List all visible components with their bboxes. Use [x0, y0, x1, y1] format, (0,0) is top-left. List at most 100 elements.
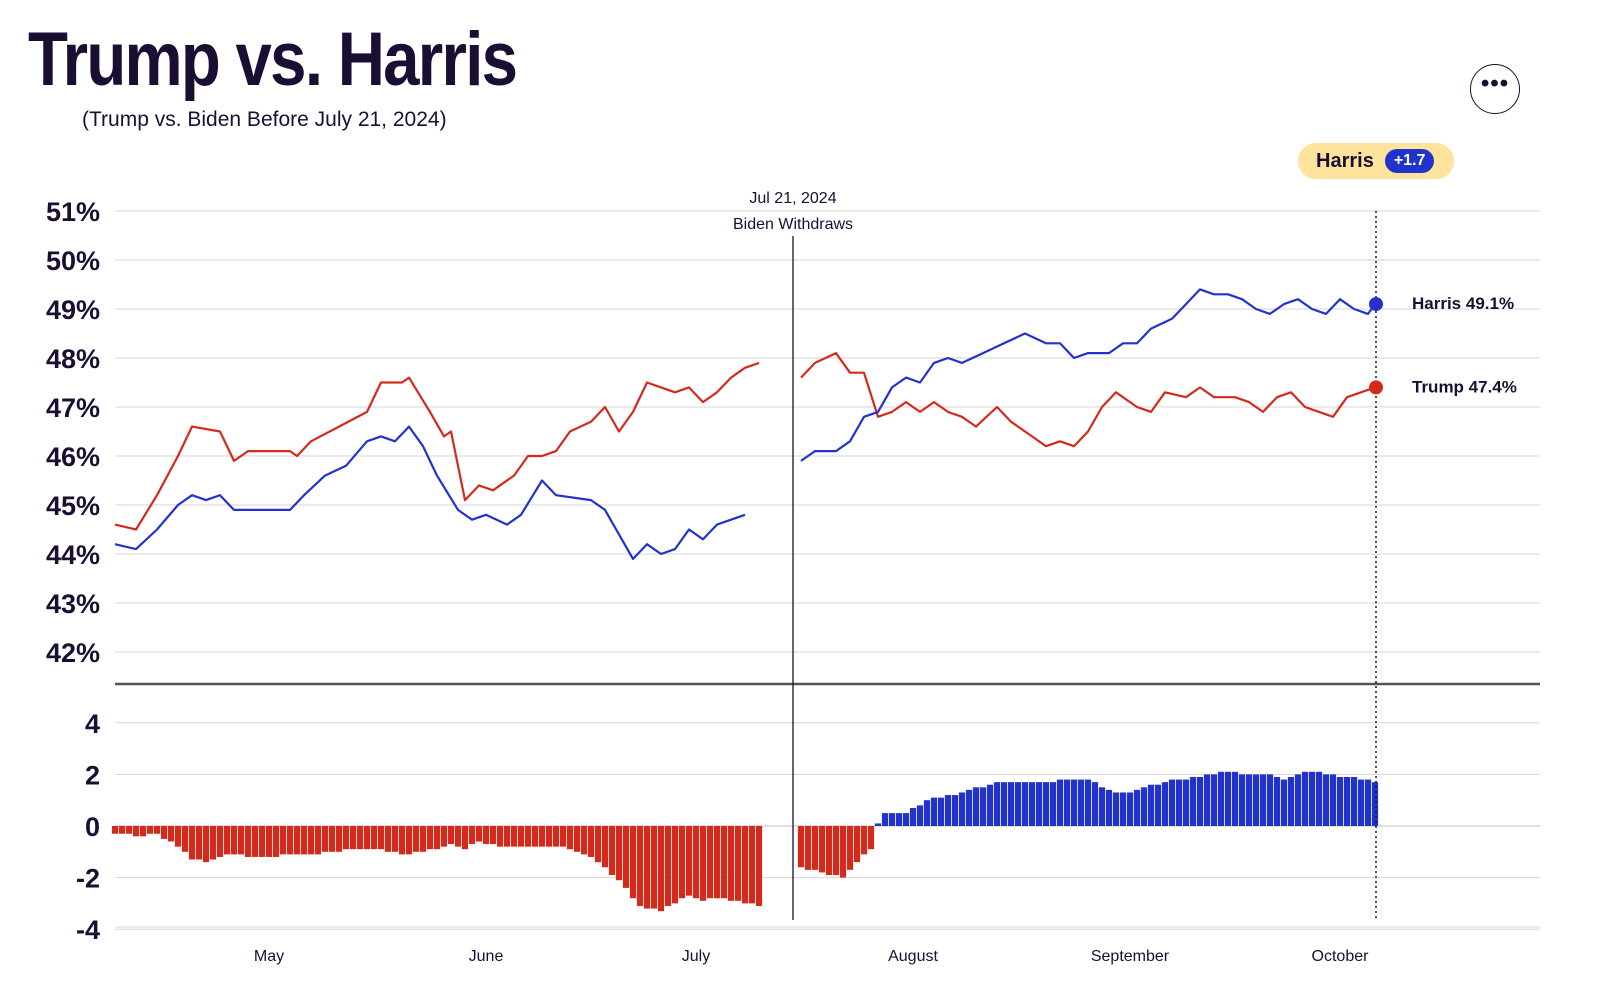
margin-bar	[937, 797, 945, 826]
top-ytick-label: 45%	[46, 491, 100, 521]
margin-bar	[678, 826, 686, 899]
margin-bar	[1273, 776, 1281, 826]
margin-bar	[1266, 774, 1274, 826]
margin-bar	[1203, 774, 1211, 826]
margin-bar	[349, 826, 357, 850]
margin-bar	[489, 826, 497, 845]
margin-bar	[895, 813, 903, 826]
margin-bar	[216, 826, 224, 857]
margin-bar	[1105, 789, 1113, 826]
margin-bar	[188, 826, 196, 860]
margin-bar	[1147, 784, 1155, 826]
margin-bar	[517, 826, 525, 847]
margin-bar	[174, 826, 182, 847]
margin-bar	[503, 826, 511, 847]
annotation-date: Jul 21, 2024	[749, 190, 836, 207]
margin-bar	[1322, 774, 1330, 826]
margin-bar	[965, 789, 973, 826]
margin-bar	[1098, 787, 1106, 826]
harris-end-dot	[1369, 297, 1383, 312]
margin-bar	[111, 826, 119, 834]
top-ytick-label: 50%	[46, 246, 100, 276]
margin-bar	[622, 826, 630, 888]
margin-bar	[636, 826, 644, 906]
margin-bar	[944, 795, 952, 826]
margin-bar	[860, 826, 868, 855]
margin-bar	[1007, 782, 1015, 826]
margin-bar	[1210, 774, 1218, 826]
margin-bar	[384, 826, 392, 852]
month-label: July	[682, 948, 710, 965]
lead-badge-value: +1.7	[1384, 149, 1435, 173]
poll-lines	[114, 288, 1376, 560]
margin-bar	[629, 826, 637, 899]
margin-bar	[839, 826, 847, 878]
margin-bar	[482, 826, 490, 845]
margin-bar	[181, 826, 189, 852]
margin-bar	[426, 826, 434, 850]
margin-bar	[951, 795, 959, 826]
margin-bar	[1189, 776, 1197, 826]
margin-bar	[454, 826, 462, 847]
margin-bar	[846, 826, 854, 870]
margin-bar	[909, 807, 917, 826]
margin-bar	[1175, 779, 1183, 826]
margin-bar	[1308, 771, 1316, 826]
margin-bar	[461, 826, 469, 850]
margin-bar	[419, 826, 427, 852]
margin-bar	[244, 826, 252, 857]
margin-bar	[272, 826, 280, 857]
margin-bar	[1217, 771, 1225, 826]
margin-bar	[195, 826, 203, 860]
margin-bar	[475, 826, 483, 842]
lead-badge-name: Harris	[1316, 149, 1374, 172]
bottom-ytick-label: 2	[85, 760, 100, 790]
bottom-ytick-label: -4	[76, 915, 100, 945]
margin-bar	[1245, 774, 1253, 826]
margin-bar	[1329, 774, 1337, 826]
margin-bar	[1049, 782, 1057, 826]
page-subtitle: (Trump vs. Biden Before July 21, 2024)	[82, 108, 447, 131]
more-options-button[interactable]: •••	[1470, 64, 1520, 114]
margin-bar	[531, 826, 539, 847]
margin-bar	[664, 826, 672, 906]
margin-bar	[433, 826, 441, 850]
margin-bar	[286, 826, 294, 855]
margin-bar	[888, 813, 896, 826]
margin-bar	[1070, 779, 1078, 826]
margin-bar	[566, 826, 574, 850]
trump-line	[114, 352, 1376, 531]
margin-bar	[223, 826, 231, 855]
margin-bar	[251, 826, 259, 857]
margin-bar	[832, 826, 840, 876]
margin-bar	[230, 826, 238, 855]
top-grid	[115, 210, 1540, 686]
margin-bar	[146, 826, 154, 834]
margin-bar	[692, 826, 700, 899]
margin-bar	[328, 826, 336, 852]
margin-bar	[510, 826, 518, 847]
top-ytick-label: 49%	[46, 295, 100, 325]
margin-bar	[552, 826, 560, 847]
margin-bar	[1126, 792, 1134, 826]
margin-bar	[755, 826, 763, 906]
margin-bar	[993, 782, 1001, 826]
margin-bar	[811, 826, 819, 870]
margin-bar	[825, 826, 833, 876]
margin-bar	[237, 826, 245, 855]
margin-bar	[167, 826, 175, 842]
top-ytick-label: 46%	[46, 442, 100, 472]
top-ytick-label: 48%	[46, 344, 100, 374]
margin-bar	[1301, 771, 1309, 826]
margin-bar	[671, 826, 679, 904]
margin-bar	[1259, 774, 1267, 826]
margin-bar	[398, 826, 406, 855]
margin-bar	[1000, 782, 1008, 826]
margin-bar	[1021, 782, 1029, 826]
margin-bar	[545, 826, 553, 847]
margin-bar	[524, 826, 532, 847]
harris-end-label: Harris 49.1%	[1412, 294, 1514, 313]
bottom-ytick-label: -2	[76, 864, 100, 894]
margin-bar	[370, 826, 378, 850]
month-label: June	[469, 948, 504, 965]
